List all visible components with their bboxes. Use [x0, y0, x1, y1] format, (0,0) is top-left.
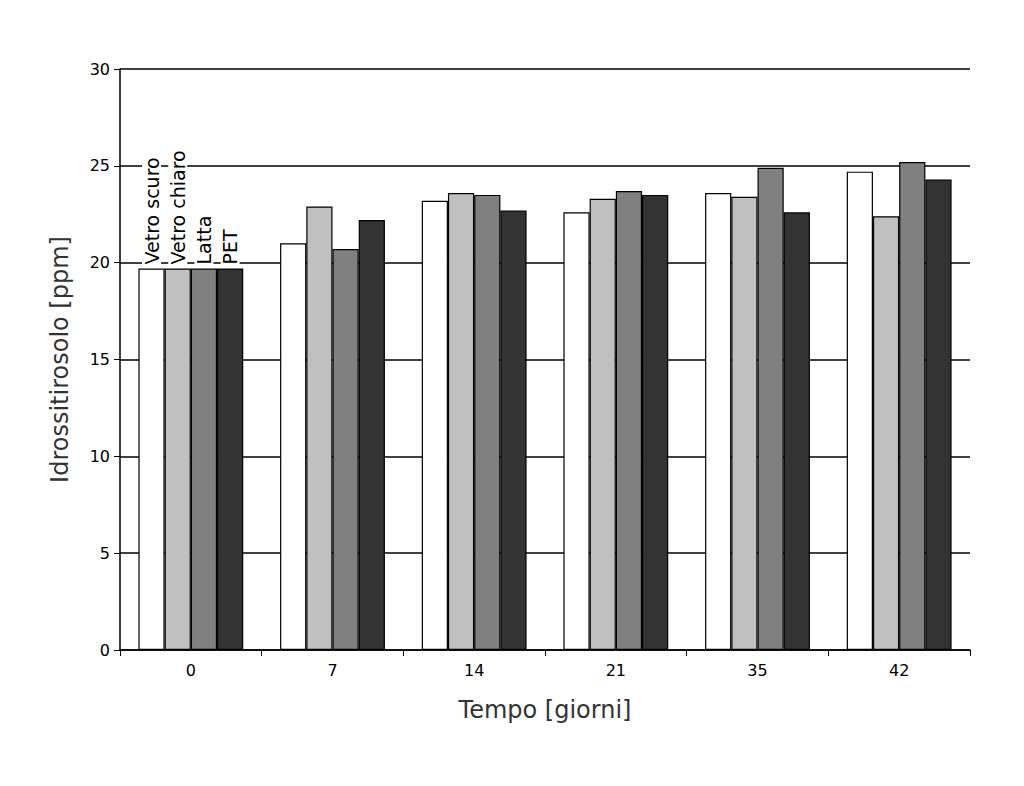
svg-text:0: 0: [100, 641, 110, 660]
svg-text:Vetro chiaro: Vetro chiaro: [167, 150, 189, 264]
svg-text:5: 5: [100, 544, 110, 563]
svg-text:20: 20: [90, 253, 110, 272]
svg-text:Vetro scuro: Vetro scuro: [141, 157, 163, 264]
svg-text:14: 14: [464, 661, 484, 680]
svg-text:Latta: Latta: [193, 216, 215, 265]
svg-text:42: 42: [889, 661, 909, 680]
svg-text:PET: PET: [219, 229, 241, 264]
svg-text:Idrossitirosolo [ppm]: Idrossitirosolo [ppm]: [46, 236, 74, 483]
svg-text:25: 25: [90, 156, 110, 175]
svg-text:7: 7: [327, 661, 337, 680]
svg-text:0: 0: [186, 661, 196, 680]
svg-text:30: 30: [90, 60, 110, 79]
svg-text:35: 35: [747, 661, 767, 680]
svg-text:Tempo [giorni]: Tempo [giorni]: [458, 696, 632, 724]
svg-text:21: 21: [606, 661, 626, 680]
svg-text:10: 10: [90, 447, 110, 466]
svg-text:15: 15: [90, 350, 110, 369]
